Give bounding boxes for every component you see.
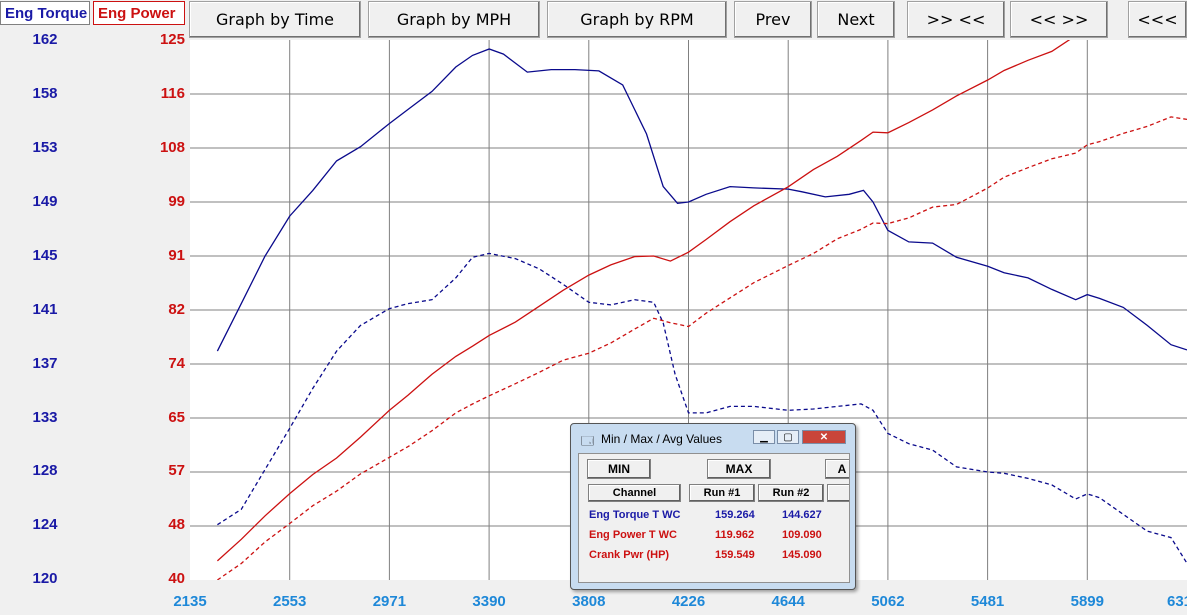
- graph-by-time-button[interactable]: Graph by Time: [189, 1, 361, 38]
- run2-cell: 144.627: [782, 509, 822, 521]
- dialog-title: Min / Max / Avg Values: [601, 432, 722, 446]
- rpm-tick: 631: [1167, 593, 1187, 610]
- power-tick: 116: [160, 85, 185, 102]
- rpm-tick: 5062: [871, 593, 905, 610]
- graph-by-mph-button[interactable]: Graph by MPH: [368, 1, 540, 38]
- rpm-tick: 3390: [472, 593, 506, 610]
- tab-eng-power[interactable]: Eng Power: [93, 1, 185, 25]
- prev-button[interactable]: Prev: [734, 1, 812, 38]
- run1-header[interactable]: Run #1: [689, 484, 755, 502]
- max-button[interactable]: MAX: [707, 459, 771, 479]
- run1-cell: 159.264: [715, 509, 755, 521]
- graph-by-rpm-button[interactable]: Graph by RPM: [547, 1, 727, 38]
- rpm-tick: 2135: [173, 593, 207, 610]
- torque-run1-line: [216, 48, 1187, 352]
- zoom-in-button[interactable]: >> <<: [907, 1, 1005, 38]
- run2-cell: 109.090: [782, 529, 822, 541]
- rpm-tick: 5899: [1070, 593, 1104, 610]
- power-run2-line: [217, 116, 1187, 580]
- channel-header[interactable]: Channel: [588, 484, 681, 502]
- power-tick: 125: [159, 31, 185, 48]
- rpm-tick: 4226: [671, 593, 706, 610]
- channel-cell: Eng Torque T WC: [589, 509, 681, 521]
- torque-tick: 153: [32, 139, 58, 156]
- power-tick: 91: [168, 247, 185, 264]
- run1-cell: 119.962: [715, 529, 755, 541]
- run1-cell: 159.549: [715, 549, 755, 561]
- rpm-tick: 4644: [771, 593, 805, 610]
- run2-cell: 145.090: [782, 549, 822, 561]
- torque-tick: 145: [32, 247, 58, 264]
- window-icon: 🗔: [581, 434, 595, 448]
- power-tick: 108: [159, 139, 185, 156]
- zoom-out-button[interactable]: << >>: [1010, 1, 1108, 38]
- close-icon[interactable]: ✕: [802, 430, 846, 444]
- series-group: [216, 40, 1187, 580]
- torque-tick: 162: [32, 31, 58, 48]
- torque-run2-line: [217, 252, 1187, 564]
- next-button[interactable]: Next: [817, 1, 895, 38]
- channel-cell: Eng Power T WC: [589, 529, 677, 541]
- power-tick: 82: [168, 301, 185, 318]
- tab-eng-torque[interactable]: Eng Torque: [0, 1, 90, 25]
- scroll-left-button[interactable]: <<<: [1128, 1, 1187, 38]
- dialog-body: MIN MAX A Channel Run #1 Run #2 Eng Torq…: [578, 453, 850, 583]
- rpm-chart[interactable]: [190, 40, 1187, 580]
- power-tick: 99: [168, 193, 185, 210]
- rpm-tick: 5481: [970, 593, 1005, 610]
- torque-tick: 137: [32, 355, 58, 372]
- torque-tick: 124: [32, 516, 58, 533]
- min-button[interactable]: MIN: [587, 459, 651, 479]
- torque-tick: 128: [32, 462, 58, 479]
- min-max-avg-dialog[interactable]: 🗔 Min / Max / Avg Values ▁ ▢ ✕ MIN MAX A…: [570, 423, 856, 590]
- rpm-tick: 2971: [372, 593, 407, 610]
- channel-cell: Crank Pwr (HP): [589, 549, 670, 561]
- grid: [190, 40, 1187, 580]
- avg-button[interactable]: A: [825, 459, 849, 479]
- rpm-tick: 3808: [572, 593, 606, 610]
- maximize-icon[interactable]: ▢: [777, 430, 799, 444]
- torque-tick: 158: [32, 85, 58, 102]
- power-tick: 40: [168, 570, 185, 587]
- run2-header[interactable]: Run #2: [758, 484, 824, 502]
- extra-header: [827, 484, 849, 502]
- torque-tick: 133: [32, 409, 58, 426]
- minimize-icon[interactable]: ▁: [753, 430, 775, 444]
- power-tick: 57: [168, 462, 185, 479]
- power-run1-line: [216, 40, 1071, 562]
- rpm-tick: 2553: [273, 593, 307, 610]
- torque-tick: 141: [32, 301, 58, 318]
- torque-tick: 149: [32, 193, 58, 210]
- power-tick: 65: [168, 409, 185, 426]
- power-tick: 74: [168, 355, 185, 372]
- torque-tick: 120: [32, 570, 58, 587]
- power-tick: 48: [168, 516, 185, 533]
